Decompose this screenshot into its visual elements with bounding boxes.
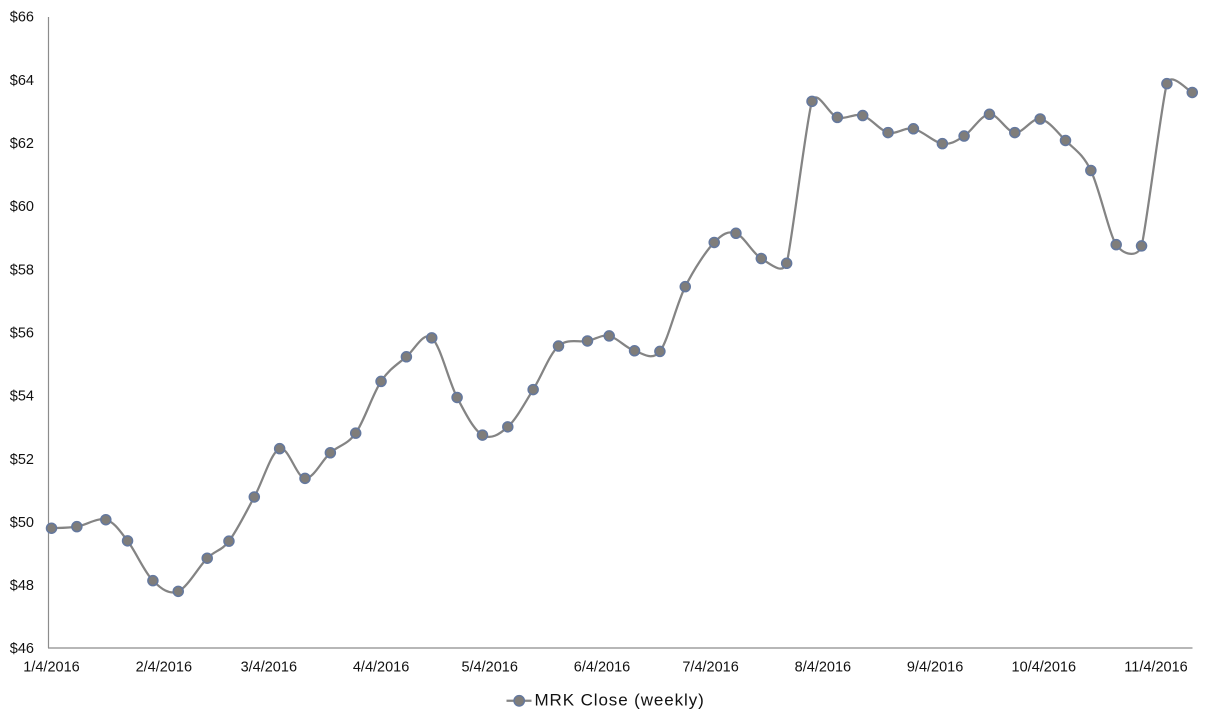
svg-text:$52: $52 — [10, 452, 34, 468]
svg-text:$54: $54 — [10, 389, 34, 405]
svg-text:4/4/2016: 4/4/2016 — [353, 660, 409, 676]
svg-text:6/4/2016: 6/4/2016 — [574, 660, 630, 676]
svg-text:7/4/2016: 7/4/2016 — [682, 660, 738, 676]
svg-text:8/4/2016: 8/4/2016 — [795, 660, 851, 676]
svg-text:MRK Close (weekly): MRK Close (weekly) — [535, 691, 705, 710]
svg-text:1/4/2016: 1/4/2016 — [23, 660, 79, 676]
svg-text:$48: $48 — [10, 578, 34, 594]
svg-text:$58: $58 — [10, 262, 34, 278]
svg-text:$62: $62 — [10, 136, 34, 152]
svg-text:2/4/2016: 2/4/2016 — [136, 660, 192, 676]
svg-text:$46: $46 — [10, 641, 34, 657]
svg-text:$66: $66 — [10, 10, 34, 26]
svg-text:$50: $50 — [10, 515, 34, 531]
svg-text:11/4/2016: 11/4/2016 — [1124, 660, 1187, 676]
svg-text:5/4/2016: 5/4/2016 — [461, 660, 517, 676]
svg-text:$64: $64 — [10, 73, 34, 89]
svg-text:9/4/2016: 9/4/2016 — [907, 660, 963, 676]
svg-text:$60: $60 — [10, 199, 34, 215]
svg-text:3/4/2016: 3/4/2016 — [241, 660, 297, 676]
svg-text:10/4/2016: 10/4/2016 — [1012, 660, 1077, 676]
svg-text:$56: $56 — [10, 326, 34, 342]
